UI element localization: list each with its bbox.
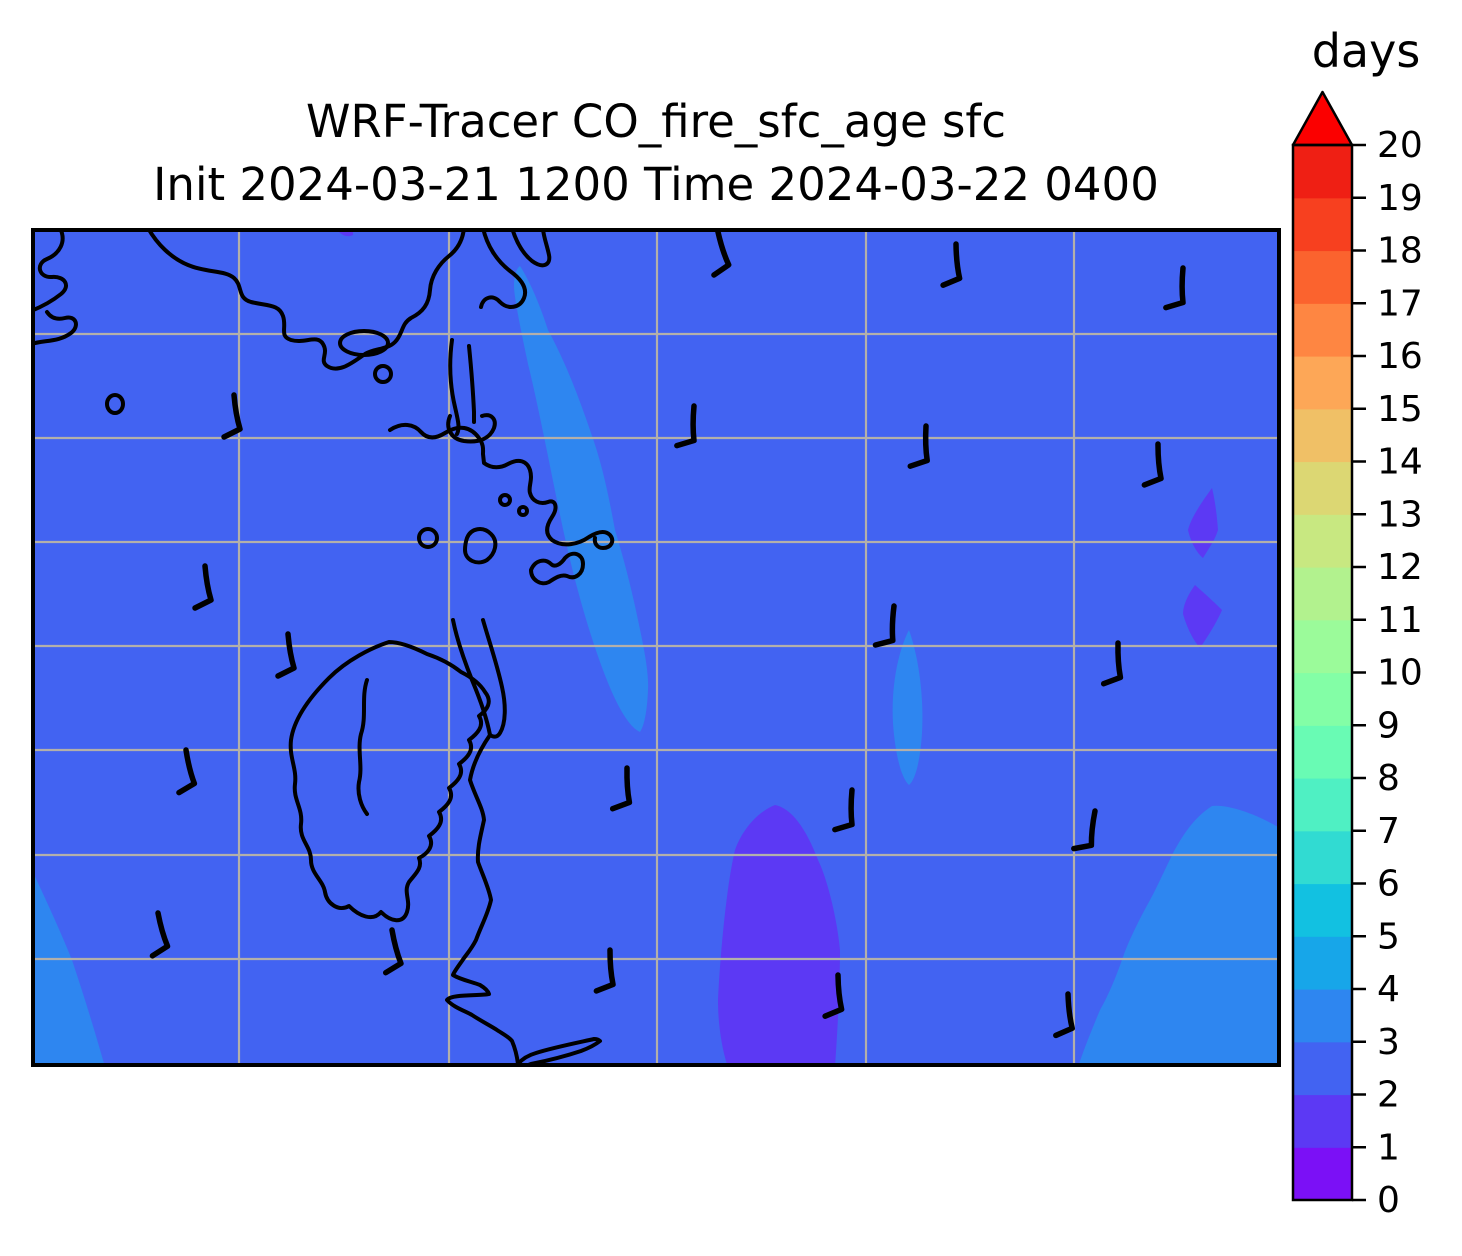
colorbar-tick-label: 20: [1377, 125, 1423, 166]
colorbar-segment: [1293, 620, 1352, 673]
colorbar-segment: [1293, 1042, 1352, 1095]
colorbar-segment: [1293, 831, 1352, 884]
colorbar-tick-label: 4: [1377, 969, 1400, 1010]
colorbar-tick-label: 13: [1377, 494, 1423, 535]
colorbar-segment: [1293, 198, 1352, 251]
colorbar-tick-label: 2: [1377, 1075, 1400, 1116]
colorbar-tick-label: 11: [1377, 600, 1423, 641]
colorbar-segment: [1293, 725, 1352, 778]
colorbar-tick-label: 7: [1377, 811, 1400, 852]
colorbar-segment: [1293, 884, 1352, 937]
colorbar-tick-label: 16: [1377, 336, 1423, 377]
colorbar-segment: [1293, 1095, 1352, 1148]
colorbar-tick-label: 0: [1377, 1180, 1400, 1220]
colorbar-tick-label: 8: [1377, 758, 1400, 799]
figure: WRF-Tracer CO_fire_sfc_age sfc Init 2024…: [0, 0, 1462, 1256]
colorbar-segment: [1293, 303, 1352, 356]
colorbar-segment: [1293, 356, 1352, 409]
colorbar-segment: [1293, 673, 1352, 726]
colorbar-segment: [1293, 145, 1352, 198]
colorbar-segment: [1293, 462, 1352, 515]
plot-title: WRF-Tracer CO_fire_sfc_age sfc: [31, 90, 1281, 153]
map-plot: [31, 228, 1281, 1067]
colorbar-tick-label: 9: [1377, 705, 1400, 746]
colorbar-tick-label: 10: [1377, 653, 1423, 694]
colorbar-segment: [1293, 778, 1352, 831]
colorbar-tick-label: 19: [1377, 178, 1423, 219]
colorbar-segment: [1293, 1147, 1352, 1200]
colorbar-tick-label: 17: [1377, 283, 1423, 324]
plot-subtitle: Init 2024-03-21 1200 Time 2024-03-22 040…: [31, 153, 1281, 216]
colorbar-segment: [1293, 989, 1352, 1042]
colorbar-segment: [1293, 567, 1352, 620]
colorbar-segment: [1293, 409, 1352, 462]
colorbar-tick-label: 3: [1377, 1022, 1400, 1063]
colorbar-tick-label: 18: [1377, 231, 1423, 272]
plot-title-block: WRF-Tracer CO_fire_sfc_age sfc Init 2024…: [31, 90, 1281, 216]
colorbar-segment: [1293, 514, 1352, 567]
colorbar: 01234567891011121314151617181920: [1285, 85, 1462, 1220]
colorbar-tick-label: 6: [1377, 864, 1400, 905]
colorbar-segment: [1293, 936, 1352, 989]
colorbar-units-label: days: [1300, 24, 1432, 78]
colorbar-tick-label: 5: [1377, 916, 1400, 957]
colorbar-tick-label: 1: [1377, 1127, 1400, 1168]
colorbar-over-arrow: [1293, 92, 1352, 145]
colorbar-segment: [1293, 251, 1352, 304]
colorbar-tick-label: 15: [1377, 389, 1423, 430]
colorbar-tick-label: 14: [1377, 442, 1423, 483]
colorbar-tick-label: 12: [1377, 547, 1423, 588]
